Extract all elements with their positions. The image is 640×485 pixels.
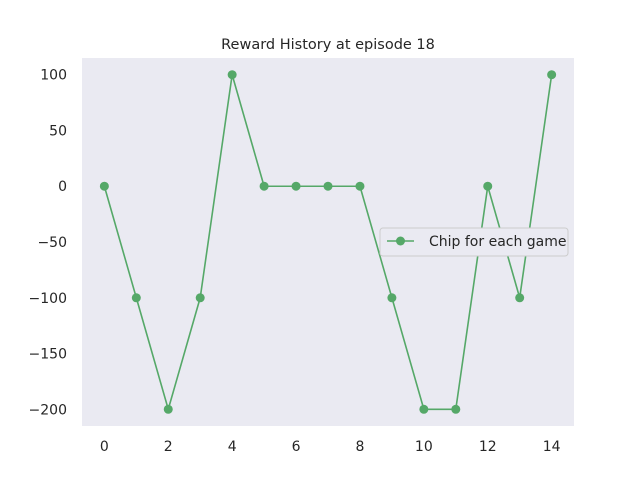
- y-tick-label: −100: [29, 291, 67, 307]
- data-point: [515, 293, 525, 303]
- data-point: [323, 181, 333, 191]
- y-tick-label: 100: [40, 68, 67, 84]
- data-point: [547, 70, 557, 80]
- x-tick-label: 4: [228, 439, 237, 455]
- data-point: [483, 181, 493, 191]
- x-tick-label: 0: [100, 439, 109, 455]
- data-point: [99, 181, 109, 191]
- data-point: [387, 293, 397, 303]
- x-tick-label: 6: [292, 439, 301, 455]
- data-point: [259, 181, 269, 191]
- x-axis-ticks: 0 2 4 6 8 10 12 14: [100, 439, 561, 455]
- data-point: [163, 404, 173, 414]
- x-tick-label: 8: [355, 439, 364, 455]
- y-tick-label: −200: [29, 402, 67, 418]
- legend: Chip for each game: [379, 227, 569, 257]
- legend-box: [379, 227, 569, 257]
- data-point: [419, 404, 429, 414]
- chart-title: Reward History at episode 18: [221, 37, 435, 53]
- x-tick-label: 2: [164, 439, 173, 455]
- legend-label: Chip for each game: [429, 234, 567, 250]
- y-tick-label: 0: [58, 179, 67, 195]
- series-layer: [99, 70, 557, 414]
- x-tick-label: 10: [415, 439, 433, 455]
- data-point: [451, 404, 461, 414]
- x-tick-label: 12: [479, 439, 497, 455]
- y-tick-label: −150: [29, 347, 67, 363]
- data-point: [227, 70, 237, 80]
- y-tick-label: −50: [37, 235, 67, 251]
- data-point: [131, 293, 141, 303]
- data-point: [355, 181, 365, 191]
- y-axis-ticks: 100 50 0 −50 −100 −150 −200: [29, 68, 67, 419]
- data-point: [291, 181, 301, 191]
- data-point: [195, 293, 205, 303]
- x-tick-label: 14: [543, 439, 561, 455]
- legend-marker: [396, 236, 405, 246]
- y-tick-label: 50: [49, 123, 67, 139]
